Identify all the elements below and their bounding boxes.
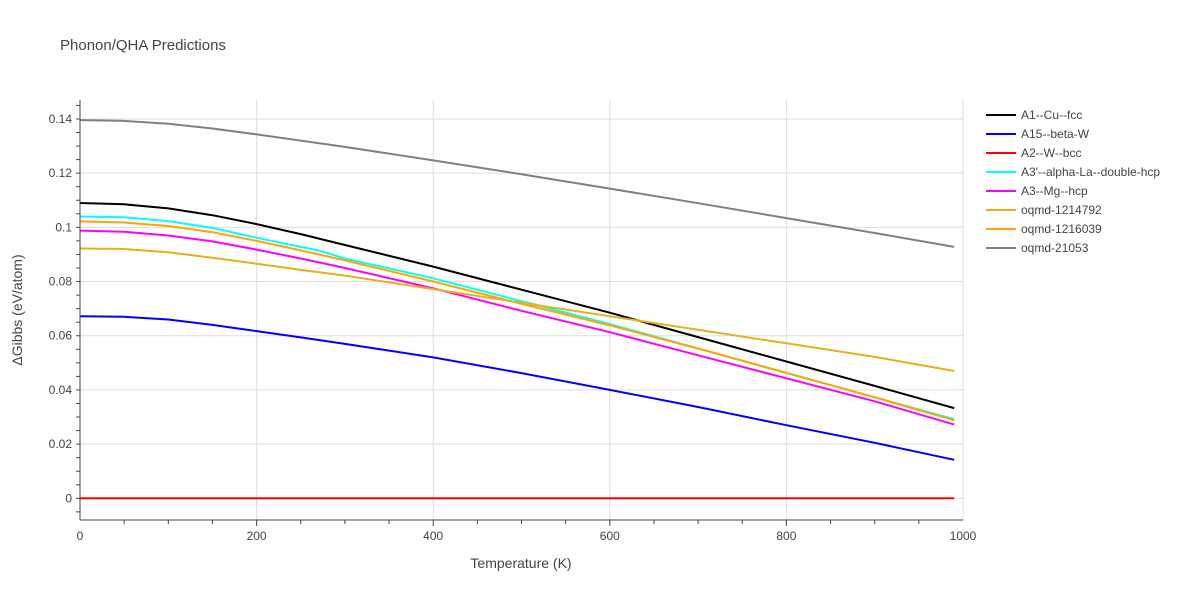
series-line-5: [79, 247, 955, 372]
y-axis-title: ΔGibbs (eV/atom): [9, 254, 25, 365]
series-line-1: [79, 315, 955, 461]
x-axis-title: Temperature (K): [470, 555, 571, 571]
legend-entry: A3'--alpha-La--double-hcp: [1021, 165, 1160, 179]
x-tick-label: 600: [600, 529, 620, 543]
series-line-0: [79, 202, 955, 410]
legend-entry: A2--W--bcc: [1021, 146, 1081, 160]
y-tick-label: 0.04: [49, 383, 73, 397]
y-tick-label: 0: [65, 491, 72, 505]
y-tick-label: 0.14: [49, 112, 73, 126]
legend-entry: oqmd-1216039: [1021, 222, 1102, 236]
x-tick-label: 200: [247, 529, 267, 543]
y-tick-label: 0.08: [49, 275, 73, 289]
legend-entry: A1--Cu--fcc: [1021, 108, 1082, 122]
chart-title: Phonon/QHA Predictions: [60, 37, 226, 54]
y-tick-label: 0.02: [49, 437, 73, 451]
y-tick-label: 0.12: [49, 166, 73, 180]
x-tick-label: 1000: [950, 529, 977, 543]
series-line-7: [79, 119, 955, 248]
y-axis: 0 0.02 0.04 0.06 0.08 0.1 0.12 0.14: [49, 100, 81, 520]
y-tick-label: 0.1: [55, 220, 72, 234]
legend-entry: A15--beta-W: [1021, 127, 1090, 141]
legend-entry: oqmd-1214792: [1021, 203, 1102, 217]
legend-entry: A3--Mg--hcp: [1021, 184, 1088, 198]
x-axis: 0 200 400 600 800 1000: [77, 519, 977, 543]
x-tick-label: 400: [423, 529, 443, 543]
y-tick-label: 0.06: [49, 329, 73, 343]
x-tick-label: 0: [77, 529, 84, 543]
series-line-4: [79, 229, 955, 426]
legend-entry: oqmd-21053: [1021, 241, 1089, 255]
series-line-6: [79, 220, 955, 422]
x-tick-label: 800: [776, 529, 796, 543]
plot-area: [79, 119, 955, 500]
legend: A1--Cu--fcc A15--beta-W A2--W--bcc A3'--alp…: [986, 108, 1160, 255]
